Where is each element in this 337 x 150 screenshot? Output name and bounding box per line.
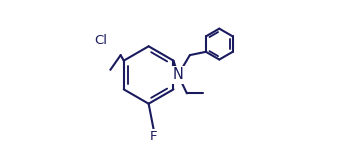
Text: N: N [173, 68, 184, 82]
Text: Cl: Cl [95, 34, 108, 47]
Text: F: F [150, 130, 157, 143]
